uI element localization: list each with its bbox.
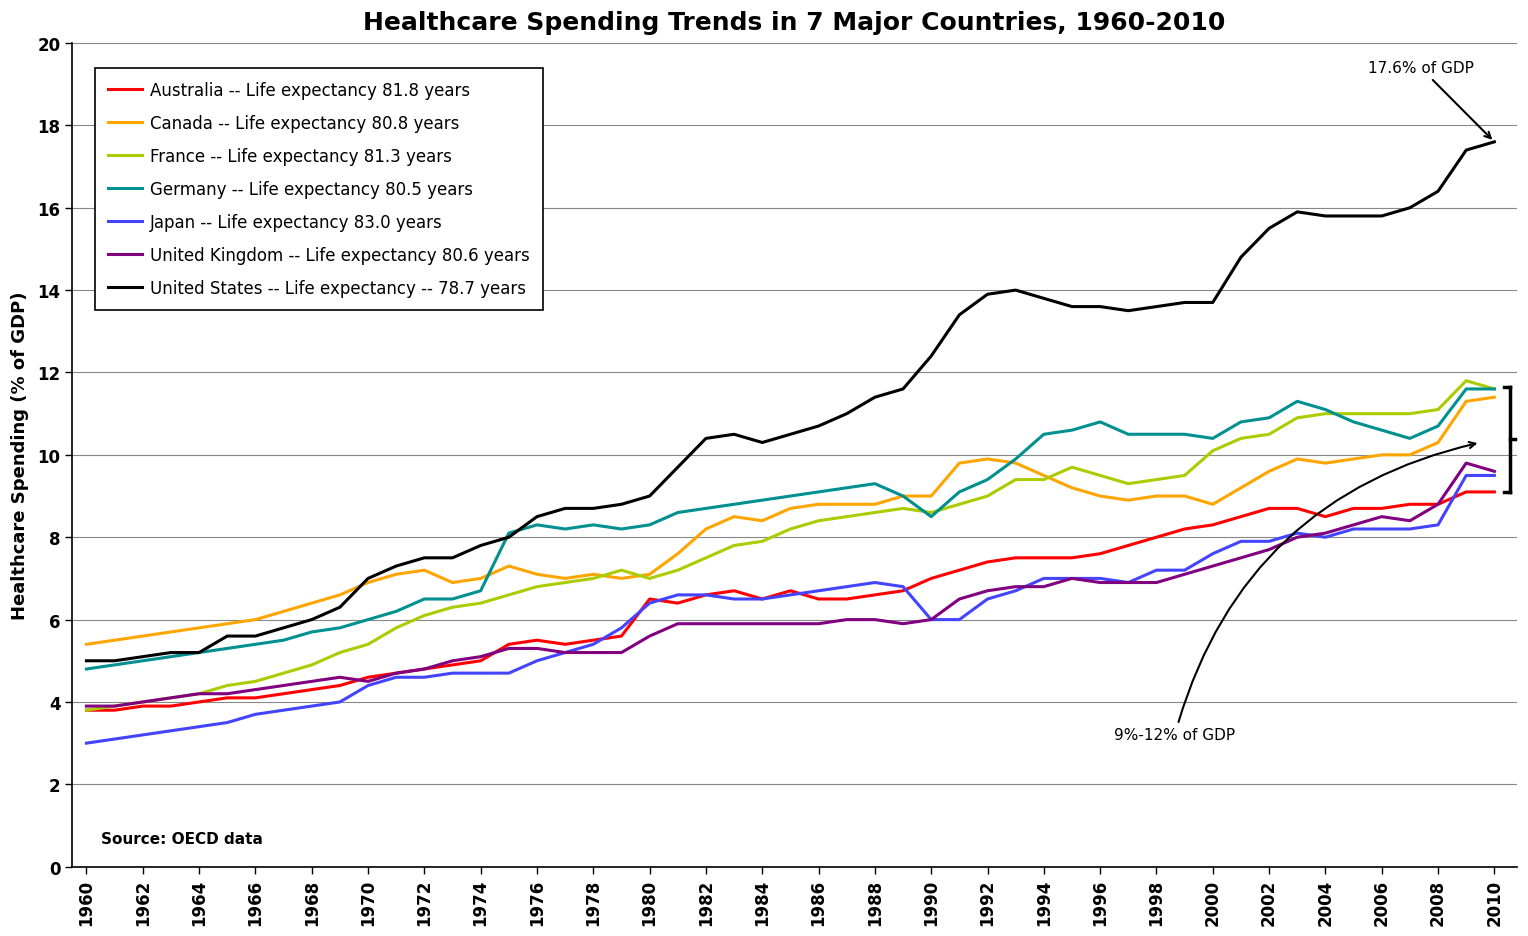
Canada -- Life expectancy 80.8 years: [1458, 396, 1476, 407]
Line: Canada -- Life expectancy 80.8 years: Canada -- Life expectancy 80.8 years: [87, 398, 1494, 645]
Australia -- Life expectancy 81.8 years: [1485, 487, 1504, 498]
France -- Life expectancy 81.3 years: [1007, 475, 1025, 486]
United Kingdom -- Life expectancy 80.6 years: [78, 701, 96, 712]
Text: 9%-12% of GDP: 9%-12% of GDP: [1114, 443, 1476, 742]
France -- Life expectancy 81.3 years: [78, 705, 96, 716]
United States -- Life expectancy -- 78.7 years: [1007, 285, 1025, 297]
Canada -- Life expectancy 80.8 years: [1091, 490, 1109, 502]
United States -- Life expectancy -- 78.7 years: [1091, 301, 1109, 313]
Text: Source: OECD data: Source: OECD data: [101, 831, 263, 846]
Australia -- Life expectancy 81.8 years: [1458, 487, 1476, 498]
Y-axis label: Healthcare Spending (% of GDP): Healthcare Spending (% of GDP): [11, 291, 29, 620]
Germany -- Life expectancy 80.5 years: [500, 528, 518, 539]
Australia -- Life expectancy 81.8 years: [387, 667, 405, 679]
France -- Life expectancy 81.3 years: [1091, 470, 1109, 481]
United Kingdom -- Life expectancy 80.6 years: [500, 643, 518, 654]
Japan -- Life expectancy 83.0 years: [1458, 470, 1476, 481]
Canada -- Life expectancy 80.8 years: [78, 639, 96, 651]
United States -- Life expectancy -- 78.7 years: [527, 511, 545, 522]
United States -- Life expectancy -- 78.7 years: [500, 532, 518, 543]
Canada -- Life expectancy 80.8 years: [1485, 392, 1504, 403]
Germany -- Life expectancy 80.5 years: [527, 519, 545, 531]
Title: Healthcare Spending Trends in 7 Major Countries, 1960-2010: Healthcare Spending Trends in 7 Major Co…: [364, 11, 1225, 35]
Line: France -- Life expectancy 81.3 years: France -- Life expectancy 81.3 years: [87, 381, 1494, 710]
Australia -- Life expectancy 81.8 years: [1007, 552, 1025, 563]
Japan -- Life expectancy 83.0 years: [527, 655, 545, 666]
Germany -- Life expectancy 80.5 years: [1091, 417, 1109, 428]
United Kingdom -- Life expectancy 80.6 years: [1091, 578, 1109, 589]
Japan -- Life expectancy 83.0 years: [1485, 470, 1504, 481]
France -- Life expectancy 81.3 years: [1429, 404, 1447, 416]
United Kingdom -- Life expectancy 80.6 years: [1458, 458, 1476, 469]
Japan -- Life expectancy 83.0 years: [1091, 573, 1109, 584]
United Kingdom -- Life expectancy 80.6 years: [387, 667, 405, 679]
Line: United States -- Life expectancy -- 78.7 years: United States -- Life expectancy -- 78.7…: [87, 142, 1494, 661]
Canada -- Life expectancy 80.8 years: [527, 569, 545, 580]
United States -- Life expectancy -- 78.7 years: [387, 561, 405, 572]
Australia -- Life expectancy 81.8 years: [1429, 499, 1447, 510]
Line: United Kingdom -- Life expectancy 80.6 years: United Kingdom -- Life expectancy 80.6 y…: [87, 463, 1494, 707]
France -- Life expectancy 81.3 years: [527, 581, 545, 592]
Japan -- Life expectancy 83.0 years: [387, 672, 405, 683]
Germany -- Life expectancy 80.5 years: [1429, 421, 1447, 432]
Japan -- Life expectancy 83.0 years: [500, 667, 518, 679]
Australia -- Life expectancy 81.8 years: [527, 635, 545, 646]
France -- Life expectancy 81.3 years: [500, 590, 518, 601]
Australia -- Life expectancy 81.8 years: [1091, 548, 1109, 560]
United States -- Life expectancy -- 78.7 years: [1485, 137, 1504, 148]
Japan -- Life expectancy 83.0 years: [1429, 519, 1447, 531]
France -- Life expectancy 81.3 years: [1458, 375, 1476, 387]
United Kingdom -- Life expectancy 80.6 years: [527, 643, 545, 654]
United Kingdom -- Life expectancy 80.6 years: [1429, 499, 1447, 510]
France -- Life expectancy 81.3 years: [1485, 384, 1504, 395]
Line: Germany -- Life expectancy 80.5 years: Germany -- Life expectancy 80.5 years: [87, 389, 1494, 669]
Canada -- Life expectancy 80.8 years: [387, 569, 405, 580]
Germany -- Life expectancy 80.5 years: [387, 607, 405, 618]
Germany -- Life expectancy 80.5 years: [1458, 384, 1476, 395]
Japan -- Life expectancy 83.0 years: [1007, 586, 1025, 597]
Legend: Australia -- Life expectancy 81.8 years, Canada -- Life expectancy 80.8 years, F: Australia -- Life expectancy 81.8 years,…: [95, 68, 544, 311]
Germany -- Life expectancy 80.5 years: [78, 664, 96, 675]
United Kingdom -- Life expectancy 80.6 years: [1485, 466, 1504, 477]
United States -- Life expectancy -- 78.7 years: [1458, 145, 1476, 156]
Japan -- Life expectancy 83.0 years: [78, 738, 96, 749]
Germany -- Life expectancy 80.5 years: [1485, 384, 1504, 395]
Canada -- Life expectancy 80.8 years: [1007, 458, 1025, 469]
Australia -- Life expectancy 81.8 years: [78, 705, 96, 716]
Canada -- Life expectancy 80.8 years: [500, 561, 518, 572]
France -- Life expectancy 81.3 years: [387, 622, 405, 634]
Line: Japan -- Life expectancy 83.0 years: Japan -- Life expectancy 83.0 years: [87, 475, 1494, 743]
Germany -- Life expectancy 80.5 years: [1007, 454, 1025, 465]
United Kingdom -- Life expectancy 80.6 years: [1007, 581, 1025, 592]
Line: Australia -- Life expectancy 81.8 years: Australia -- Life expectancy 81.8 years: [87, 492, 1494, 710]
United States -- Life expectancy -- 78.7 years: [78, 655, 96, 666]
Text: 17.6% of GDP: 17.6% of GDP: [1368, 61, 1491, 139]
Australia -- Life expectancy 81.8 years: [500, 639, 518, 651]
